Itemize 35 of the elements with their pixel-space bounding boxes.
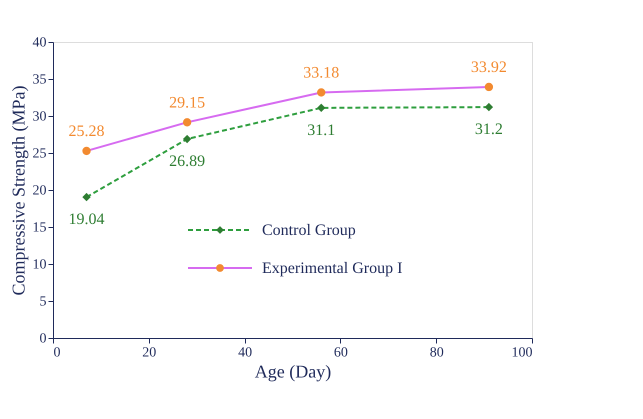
data-label: 26.89 xyxy=(169,153,206,170)
point xyxy=(82,146,91,156)
x-tick-label: 0 xyxy=(54,346,60,360)
y-tick-label: 30 xyxy=(32,110,46,124)
point xyxy=(317,104,326,112)
data-label: 33.18 xyxy=(303,64,340,82)
point xyxy=(484,102,494,112)
point xyxy=(317,88,326,97)
x-axis-title: Age (Day) xyxy=(254,362,332,382)
x-tick-label: 80 xyxy=(430,346,444,360)
y-tick-label: 15 xyxy=(32,220,46,236)
point xyxy=(484,82,494,92)
point xyxy=(182,134,192,144)
data-label: 33.92 xyxy=(470,58,507,76)
point xyxy=(82,192,91,202)
y-tick-label: 10 xyxy=(32,258,46,272)
y-tick-label: 35 xyxy=(32,72,46,88)
y-tick-label: 0 xyxy=(40,332,46,346)
y-tick-label: 20 xyxy=(32,184,46,198)
y-axis-title: Compressive Strength (MPa) xyxy=(8,86,28,296)
data-label: 25.28 xyxy=(68,122,105,140)
data-label: 31.1 xyxy=(307,122,336,139)
y-tick-label: 25 xyxy=(32,146,46,162)
legend-label: Control Group xyxy=(262,222,356,239)
point xyxy=(182,118,192,126)
data-label: 19.04 xyxy=(68,211,105,228)
data-label: 29.15 xyxy=(169,94,206,112)
legend-label: Experimental Group I xyxy=(262,260,402,277)
y-tick-label: 40 xyxy=(32,36,46,50)
data-label: 31.2 xyxy=(474,121,503,138)
x-tick-label: 40 xyxy=(238,346,252,360)
x-tick-label: 60 xyxy=(334,346,348,360)
x-tick-label: 20 xyxy=(142,346,156,360)
x-tick-label: 100 xyxy=(512,346,532,360)
y-tick-label: 5 xyxy=(40,294,46,310)
